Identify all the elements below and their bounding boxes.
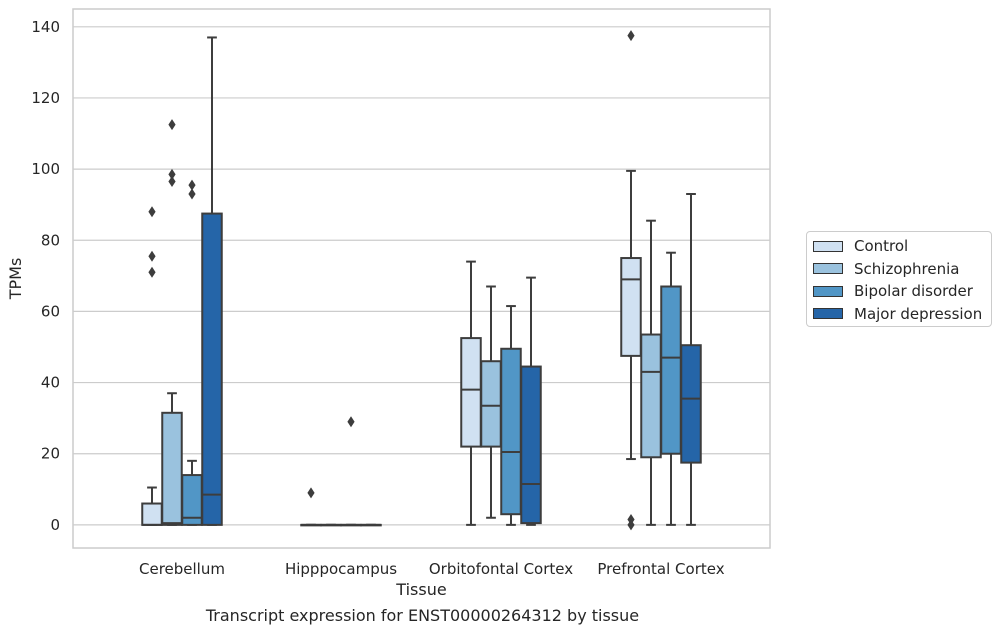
box-bipolar-disorder <box>181 179 203 526</box>
outlier-point <box>148 266 156 278</box>
legend: Control Schizophrenia Bipolar disorder Majo… <box>806 231 992 327</box>
legend-label: Control <box>854 237 909 256</box>
x-tick-label: Orbitofontal Cortex <box>429 560 573 578</box>
box-schizophrenia <box>480 285 502 519</box>
x-tick-labels: Cerebellum Hipppocampus Orbitofontal Corte… <box>139 560 725 578</box>
box-body <box>141 502 163 526</box>
box-bipolar-disorder <box>340 416 362 527</box>
outlier-point <box>347 416 355 428</box>
outlier-point <box>307 487 315 499</box>
x-tick-label: Prefrontal Cortex <box>597 560 724 578</box>
box-schizophrenia <box>161 119 183 526</box>
box-bipolar-disorder <box>500 305 522 526</box>
box-major-depression <box>520 276 542 526</box>
box-body <box>460 337 482 448</box>
outlier-point <box>627 30 635 42</box>
legend-swatch <box>813 263 843 275</box>
chart-caption: Transcript expression for ENST0000026431… <box>205 606 640 625</box>
y-tick-labels: 0 20 40 60 80 100 120 140 <box>31 18 60 534</box>
box-schizophrenia <box>320 523 342 527</box>
legend-item: Bipolar disorder <box>813 280 991 303</box>
legend-label: Bipolar disorder <box>854 282 973 301</box>
y-tick-label: 60 <box>41 302 60 320</box>
box-schizophrenia <box>640 219 662 526</box>
x-tick-label: Cerebellum <box>139 560 225 578</box>
outlier-point <box>168 168 176 180</box>
box-body <box>620 257 642 357</box>
box-control <box>300 487 322 527</box>
box-body <box>660 285 682 455</box>
box-body <box>201 212 223 526</box>
outlier-point <box>627 514 635 526</box>
legend-swatch <box>813 285 843 297</box>
legend-item: Control <box>813 235 991 258</box>
box-major-depression <box>201 36 223 526</box>
legend-label: Schizophrenia <box>854 259 960 278</box>
outlier-point <box>168 176 176 188</box>
box-body <box>480 360 502 448</box>
box-bipolar-disorder <box>660 251 682 526</box>
y-tick-label: 80 <box>41 231 60 249</box>
boxes <box>141 30 702 531</box>
legend-label: Major depression <box>854 304 983 323</box>
box-body <box>520 365 542 525</box>
box-body <box>161 411 183 526</box>
box-control <box>141 206 163 526</box>
box-major-depression <box>680 193 702 526</box>
y-tick-label: 0 <box>50 516 60 534</box>
plot-area-frame <box>72 8 771 549</box>
legend-item: Schizophrenia <box>813 258 991 281</box>
grid-lines <box>73 26 770 526</box>
box-body <box>500 347 522 516</box>
y-tick-label: 120 <box>31 89 60 107</box>
box-body <box>680 344 702 464</box>
outlier-point <box>188 188 196 200</box>
box-control <box>460 260 482 526</box>
y-tick-label: 100 <box>31 160 60 178</box>
y-tick-label: 20 <box>41 445 60 463</box>
y-tick-label: 140 <box>31 18 60 36</box>
outlier-point <box>188 179 196 191</box>
x-axis-title: Tissue <box>395 580 446 599</box>
box-major-depression <box>360 523 382 527</box>
y-tick-label: 40 <box>41 374 60 392</box>
box-body <box>640 333 662 459</box>
outlier-point <box>148 250 156 262</box>
y-axis-title: TPMs <box>6 258 25 301</box>
box-control <box>620 30 642 531</box>
legend-item: Major depression <box>813 303 991 326</box>
legend-swatch <box>813 308 843 320</box>
outlier-point <box>168 119 176 131</box>
x-tick-label: Hipppocampus <box>285 560 397 578</box>
outlier-point <box>148 206 156 218</box>
legend-swatch <box>813 240 843 252</box>
